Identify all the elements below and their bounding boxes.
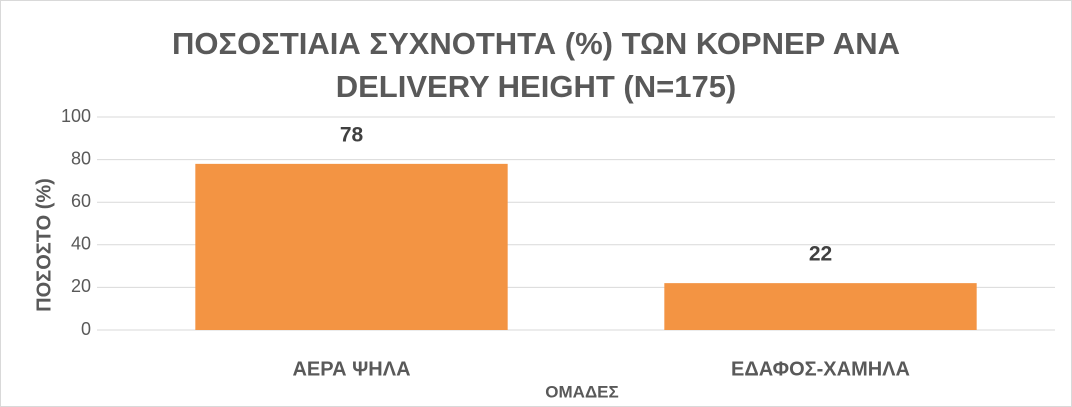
bar (195, 163, 508, 330)
y-tick-label: 60 (71, 191, 91, 211)
y-tick-label: 0 (81, 319, 91, 339)
x-tick-label: ΕΔΑΦΟΣ-ΧΑΜΗΛΑ (731, 358, 910, 380)
data-label: 78 (340, 123, 364, 146)
data-label: 22 (809, 243, 832, 266)
y-tick-label: 20 (71, 276, 91, 296)
x-tick-label: ΑΕΡΑ ΨΗΛΑ (292, 358, 410, 380)
bar (664, 283, 977, 330)
y-tick-label: 40 (71, 234, 91, 254)
y-tick-label: 80 (71, 148, 91, 168)
y-tick-label: 100 (61, 106, 91, 126)
chart-title: ΠΟΣΟΣΤΙΑΙΑ ΣΥΧΝΟΤΗΤΑ (%) ΤΩΝ ΚΟΡΝΕΡ ΑΝΑ … (172, 26, 900, 104)
x-axis-label: ΟΜΑΔΕΣ (545, 382, 618, 401)
y-axis-label: ΠΟΣΟΣΤΟ (%) (33, 178, 55, 312)
